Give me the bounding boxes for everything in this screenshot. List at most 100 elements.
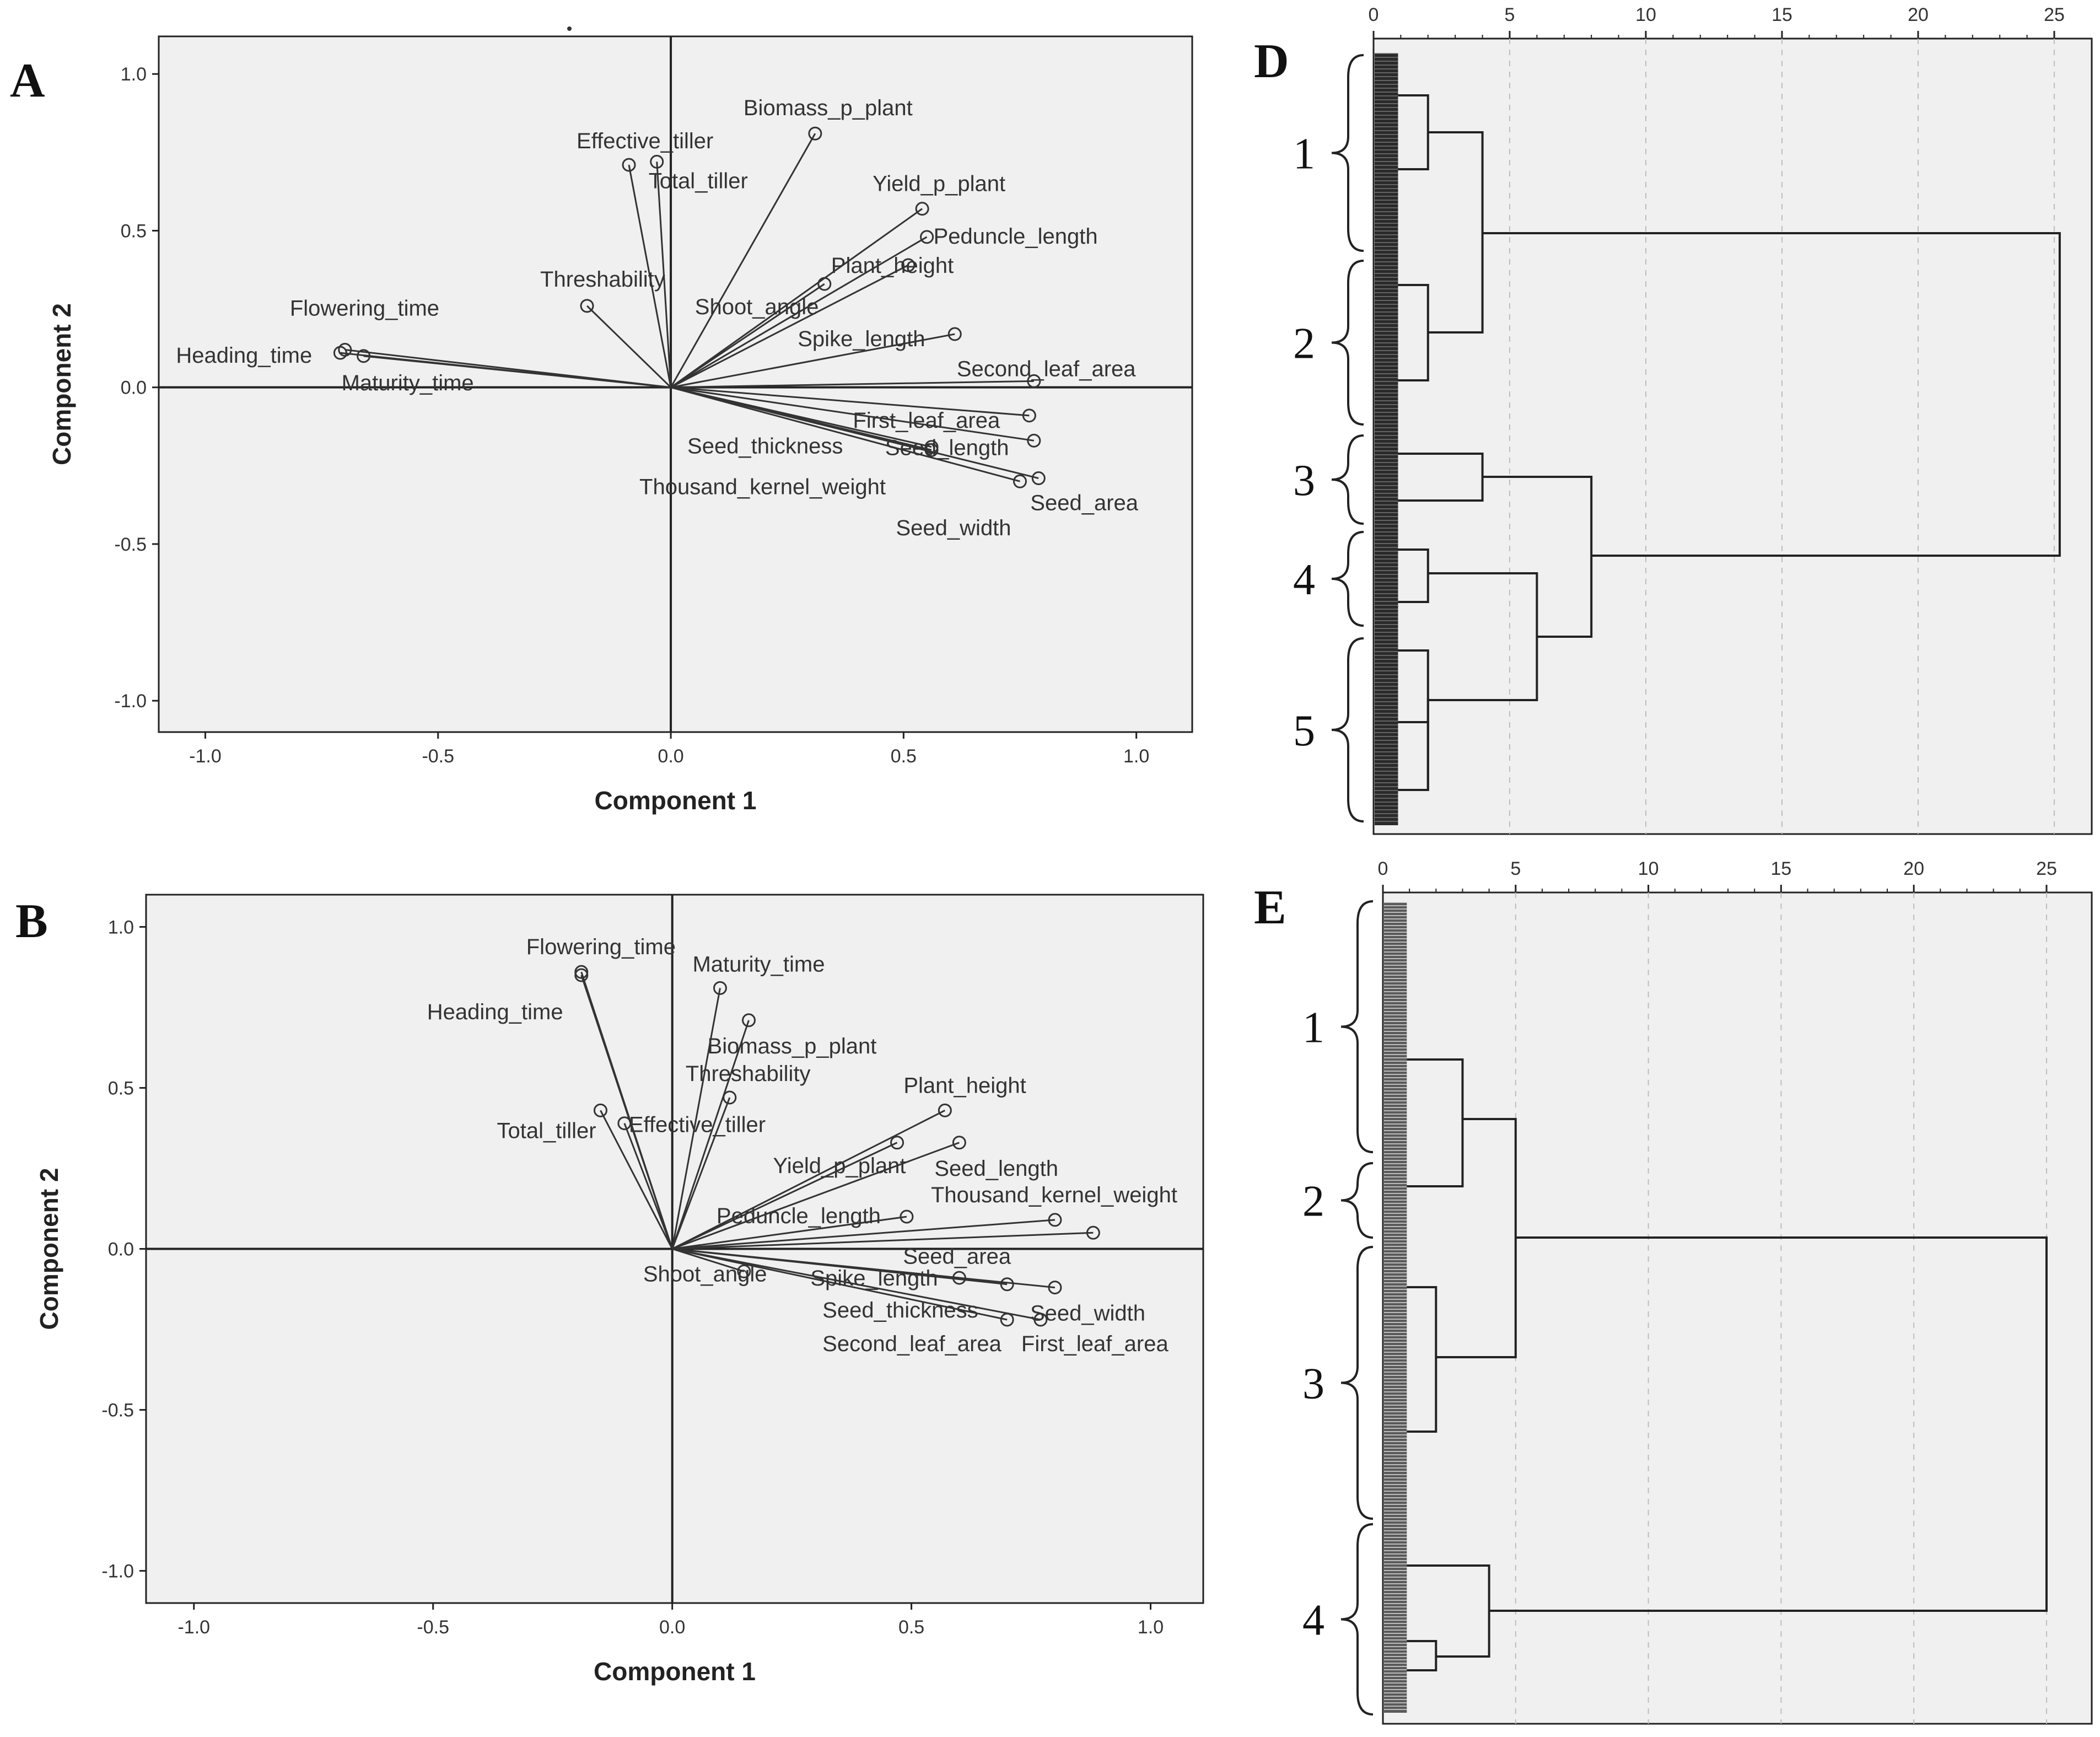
loading-vector-thousand-kernel-weight bbox=[672, 1219, 1056, 1250]
loading-label-peduncle-length: Peduncle_length bbox=[934, 224, 1098, 249]
cluster-label: 3 bbox=[1293, 456, 1315, 505]
loading-vector-total-tiller bbox=[600, 1110, 673, 1250]
loading-point-total-tiller bbox=[593, 1103, 607, 1117]
top-tick-label: 10 bbox=[1638, 858, 1659, 879]
loading-vector-seed-area bbox=[670, 386, 1039, 479]
panel-letter-a: A bbox=[10, 54, 45, 107]
loading-label-thousand-kernel-weight: Thousand_kernel_weight bbox=[931, 1183, 1177, 1207]
loading-vector-shoot-angle bbox=[670, 283, 825, 388]
cluster-label: 4 bbox=[1302, 1596, 1324, 1645]
top-tick-label: 25 bbox=[2044, 4, 2065, 25]
loading-label-seed-thickness: Seed_thickness bbox=[687, 434, 843, 459]
x-axis-title-b: Component 1 bbox=[594, 1657, 756, 1686]
loading-vector-peduncle-length bbox=[672, 1216, 907, 1250]
y-tick-label: -0.5 bbox=[101, 1400, 134, 1421]
loading-point-plant-height bbox=[901, 258, 916, 272]
x-tick-label: 0.0 bbox=[659, 1617, 685, 1638]
loading-vector-yield-p-plant bbox=[672, 1142, 898, 1250]
loading-point-biomass-p-plant bbox=[742, 1013, 756, 1028]
loading-point-total-tiller bbox=[650, 154, 664, 169]
loading-point-seed-width bbox=[1013, 474, 1027, 488]
x-axis-title-a: Component 1 bbox=[595, 786, 757, 815]
loading-point-heading-time bbox=[574, 968, 589, 982]
dendrogram-link bbox=[1489, 1236, 2048, 1612]
top-tick-label: 5 bbox=[1510, 858, 1521, 879]
x-tick-label: 1.0 bbox=[1138, 1617, 1164, 1638]
loading-vector-seed-length bbox=[670, 386, 1035, 442]
dendrogram-e: 0 5 10 15 20 25 1 2 3 4 bbox=[1302, 858, 2093, 1725]
cluster-brace bbox=[1340, 1246, 1374, 1520]
loading-vector-peduncle-length bbox=[670, 236, 928, 388]
dendrogram-link bbox=[1407, 1058, 1464, 1187]
loading-label-threshability: Threshability bbox=[540, 267, 665, 292]
cluster-brace bbox=[1331, 637, 1364, 822]
loading-label-thousand-kernel-weight: Thousand_kernel_weight bbox=[639, 475, 886, 499]
x-tick-label: -0.5 bbox=[422, 746, 454, 767]
loading-point-peduncle-length bbox=[920, 230, 934, 244]
loading-vector-threshability bbox=[671, 1097, 731, 1250]
loading-point-shoot-angle bbox=[737, 1264, 751, 1278]
cluster-label: 4 bbox=[1293, 556, 1315, 604]
loading-label-shoot-angle: Shoot_angle bbox=[695, 295, 819, 319]
loading-point-plant-height bbox=[938, 1103, 952, 1117]
loading-point-seed-thickness bbox=[1000, 1277, 1014, 1292]
loading-vector-seed-length bbox=[672, 1142, 960, 1250]
loading-label-second-leaf-area: Second_leaf_area bbox=[957, 357, 1136, 381]
dendrogram-area-d bbox=[1372, 37, 2093, 835]
y-tick-label: -1.0 bbox=[114, 691, 147, 712]
loading-point-first-leaf-area bbox=[1033, 1313, 1048, 1327]
loading-point-maturity-time bbox=[713, 981, 727, 995]
loading-label-seed-width: Seed_width bbox=[896, 516, 1011, 540]
loading-vector-maturity-time bbox=[363, 355, 671, 389]
y-axis-title-a: Component 2 bbox=[47, 303, 76, 465]
loading-label-first-leaf-area: First_leaf_area bbox=[853, 408, 1000, 433]
loading-point-seed-area bbox=[1031, 471, 1046, 486]
top-tick-label: 15 bbox=[1770, 858, 1791, 879]
loading-point-thousand-kernel-weight bbox=[1048, 1213, 1062, 1227]
panel-letter-b: B bbox=[15, 895, 48, 948]
loading-label-maturity-time: Maturity_time bbox=[342, 371, 474, 395]
loading-label-threshability: Threshability bbox=[686, 1062, 811, 1086]
top-tick-label: 20 bbox=[1903, 858, 1924, 879]
pca-loading-plot-b: -1.0 -0.5 0.0 0.5 1.0 -1.0 -0.5 0.0 0.5 1.0 Compon… bbox=[35, 894, 1204, 1686]
loading-point-shoot-angle bbox=[817, 277, 832, 291]
y-tick-label: 0.5 bbox=[108, 1078, 134, 1099]
panel-letter-d: D bbox=[1254, 35, 1289, 88]
loading-vector-seed-width bbox=[670, 386, 1020, 482]
loading-label-plant-height: Plant_height bbox=[831, 254, 954, 278]
loading-point-effective-tiller bbox=[617, 1116, 632, 1131]
loading-label-effective-tiller: Effective_tiller bbox=[577, 129, 713, 153]
leaf-labels-e bbox=[1384, 902, 1407, 1713]
panel-letter-e: E bbox=[1254, 881, 1286, 934]
loading-vector-second-leaf-area bbox=[671, 380, 1034, 389]
cluster-brace bbox=[1340, 900, 1374, 1153]
loading-vector-maturity-time bbox=[671, 988, 721, 1249]
loading-point-spike-length bbox=[947, 327, 962, 341]
cluster-label: 5 bbox=[1293, 707, 1315, 755]
x-tick-label: -1.0 bbox=[189, 746, 222, 767]
top-tick-label: 0 bbox=[1378, 858, 1388, 879]
y-tick-label: 1.0 bbox=[121, 64, 147, 85]
stray-dot bbox=[567, 26, 572, 31]
loading-vector-first-leaf-area bbox=[670, 386, 1030, 417]
loading-point-first-leaf-area bbox=[1022, 408, 1036, 423]
cluster-label: 2 bbox=[1302, 1177, 1324, 1226]
loading-vector-biomass-p-plant bbox=[671, 1020, 750, 1249]
loading-point-seed-width bbox=[1048, 1281, 1062, 1295]
loading-vector-shoot-angle bbox=[672, 1248, 745, 1272]
loading-vector-plant-height bbox=[671, 1110, 946, 1250]
loading-label-seed-thickness: Seed_thickness bbox=[822, 1298, 978, 1322]
loading-vector-spike-length bbox=[670, 333, 955, 389]
loading-point-second-leaf-area bbox=[1027, 374, 1041, 388]
loading-point-threshability bbox=[580, 299, 594, 313]
loading-label-flowering-time: Flowering_time bbox=[290, 296, 439, 320]
loading-point-seed-area bbox=[1086, 1225, 1100, 1240]
loading-vector-total-tiller bbox=[656, 162, 672, 388]
loading-label-shoot-angle: Shoot_angle bbox=[643, 1262, 767, 1286]
loading-vector-heading-time bbox=[580, 975, 674, 1249]
y-tick-label: 1.0 bbox=[108, 917, 134, 938]
cluster-label: 3 bbox=[1302, 1360, 1324, 1408]
loading-label-total-tiller: Total_tiller bbox=[497, 1118, 596, 1143]
loading-vector-effective-tiller bbox=[623, 1123, 674, 1250]
loading-vector-seed-width bbox=[672, 1248, 1056, 1289]
